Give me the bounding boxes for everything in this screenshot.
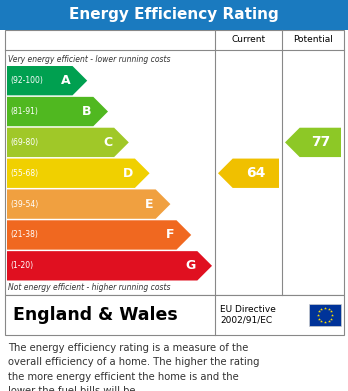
Text: C: C	[103, 136, 112, 149]
Bar	[0, 0, 348, 30]
Polygon shape	[7, 220, 191, 249]
Text: 2002/91/EC: 2002/91/EC	[220, 316, 272, 325]
Text: F: F	[166, 228, 174, 242]
Text: 64: 64	[246, 166, 266, 180]
Text: Energy Efficiency Rating: Energy Efficiency Rating	[69, 7, 279, 23]
Text: EU Directive: EU Directive	[220, 305, 276, 314]
Text: (39-54): (39-54)	[10, 200, 38, 209]
Bar	[309, 304, 341, 326]
Polygon shape	[7, 251, 212, 280]
Text: 77: 77	[311, 135, 330, 149]
Polygon shape	[7, 97, 108, 126]
Text: (69-80): (69-80)	[10, 138, 38, 147]
Text: E: E	[145, 197, 154, 211]
Text: Potential: Potential	[293, 36, 333, 45]
Text: (92-100): (92-100)	[10, 76, 43, 85]
Polygon shape	[7, 128, 129, 157]
Polygon shape	[7, 159, 150, 188]
Polygon shape	[218, 159, 279, 188]
Text: G: G	[185, 259, 195, 272]
Text: (1-20): (1-20)	[10, 261, 33, 270]
Text: Very energy efficient - lower running costs: Very energy efficient - lower running co…	[8, 56, 171, 65]
Text: A: A	[61, 74, 71, 87]
Polygon shape	[7, 189, 171, 219]
Text: England & Wales: England & Wales	[13, 306, 178, 324]
Bar	[5, 295, 344, 335]
Text: Current: Current	[231, 36, 266, 45]
Polygon shape	[285, 128, 341, 157]
Text: Not energy efficient - higher running costs: Not energy efficient - higher running co…	[8, 283, 171, 292]
Text: B: B	[82, 105, 91, 118]
Text: D: D	[123, 167, 133, 180]
Text: The energy efficiency rating is a measure of the
overall efficiency of a home. T: The energy efficiency rating is a measur…	[8, 343, 260, 391]
Text: (81-91): (81-91)	[10, 107, 38, 116]
Text: (21-38): (21-38)	[10, 230, 38, 239]
Bar	[5, 30, 344, 295]
Polygon shape	[7, 66, 87, 95]
Text: (55-68): (55-68)	[10, 169, 38, 178]
